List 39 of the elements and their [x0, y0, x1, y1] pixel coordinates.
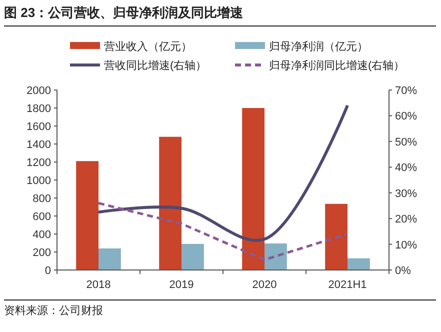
- bar: [98, 248, 121, 270]
- bar: [325, 204, 348, 270]
- y2-tick-label: 20%: [395, 214, 418, 226]
- y-tick-label: 1000: [26, 175, 51, 187]
- x-tick-label: 2021H1: [328, 279, 367, 291]
- bar: [348, 258, 370, 270]
- y2-tick-label: 10%: [395, 239, 418, 252]
- y-tick-label: 1200: [26, 157, 51, 169]
- legend-label: 归母净利润（亿元）: [269, 40, 368, 53]
- y2-tick-label: 40%: [395, 162, 418, 174]
- line-series: [97, 104, 349, 242]
- legend-label: 营业收入（亿元）: [104, 40, 192, 53]
- y-tick-label: 1400: [26, 139, 51, 151]
- y-tick-label: 600: [32, 211, 51, 223]
- text: 资料来源：公司财报: [4, 304, 103, 317]
- y-tick-label: 1800: [26, 103, 51, 115]
- y-tick-label: 800: [32, 193, 51, 205]
- bar: [182, 244, 204, 270]
- bar: [242, 108, 264, 270]
- bar: [76, 161, 98, 270]
- y2-tick-label: 60%: [395, 110, 418, 123]
- y-tick-label: 200: [32, 247, 51, 259]
- line-series: [97, 202, 349, 261]
- bar: [159, 136, 182, 270]
- legend-label: 归母净利润同比增速(右轴）: [269, 59, 405, 72]
- y2-tick-label: 50%: [395, 136, 418, 148]
- y-tick-label: 0: [44, 265, 51, 277]
- y2-tick-label: 30%: [395, 188, 418, 200]
- y-tick-label: 2000: [26, 85, 51, 97]
- y-tick-label: 1600: [26, 121, 51, 133]
- bar: [264, 243, 287, 270]
- x-tick-label: 2020: [252, 279, 277, 291]
- x-tick-label: 2019: [169, 279, 194, 291]
- y2-tick-label: 70%: [395, 85, 418, 97]
- chart-title: 图 23：公司营收、归母净利润及同比增速: [4, 5, 244, 20]
- legend-label: 营收同比增速(右轴）: [104, 59, 207, 72]
- y2-tick-label: 0%: [395, 265, 412, 277]
- x-tick-label: 2018: [86, 279, 111, 291]
- y-tick-label: 400: [32, 229, 51, 241]
